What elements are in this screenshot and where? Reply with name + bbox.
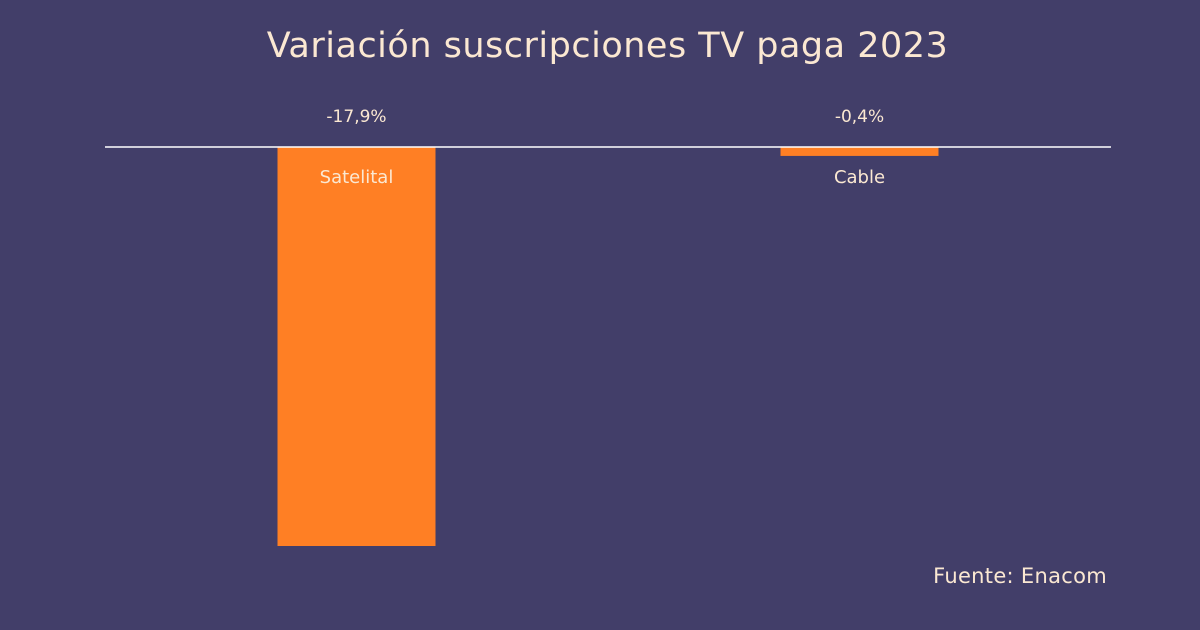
bar-satelital	[277, 147, 436, 546]
bar-cable	[780, 147, 939, 156]
category-label-cable: Cable	[834, 167, 885, 188]
category-label-satelital: Satelital	[320, 167, 394, 188]
labels-group: -17,9% Satelital -0,4% Cable	[320, 107, 885, 188]
source-note: Fuente: Enacom	[933, 564, 1107, 588]
value-label-satelital: -17,9%	[326, 107, 386, 127]
chart-title: Variación suscripciones TV paga 2023	[266, 26, 949, 66]
value-label-cable: -0,4%	[835, 107, 884, 127]
bars-group	[277, 147, 939, 546]
